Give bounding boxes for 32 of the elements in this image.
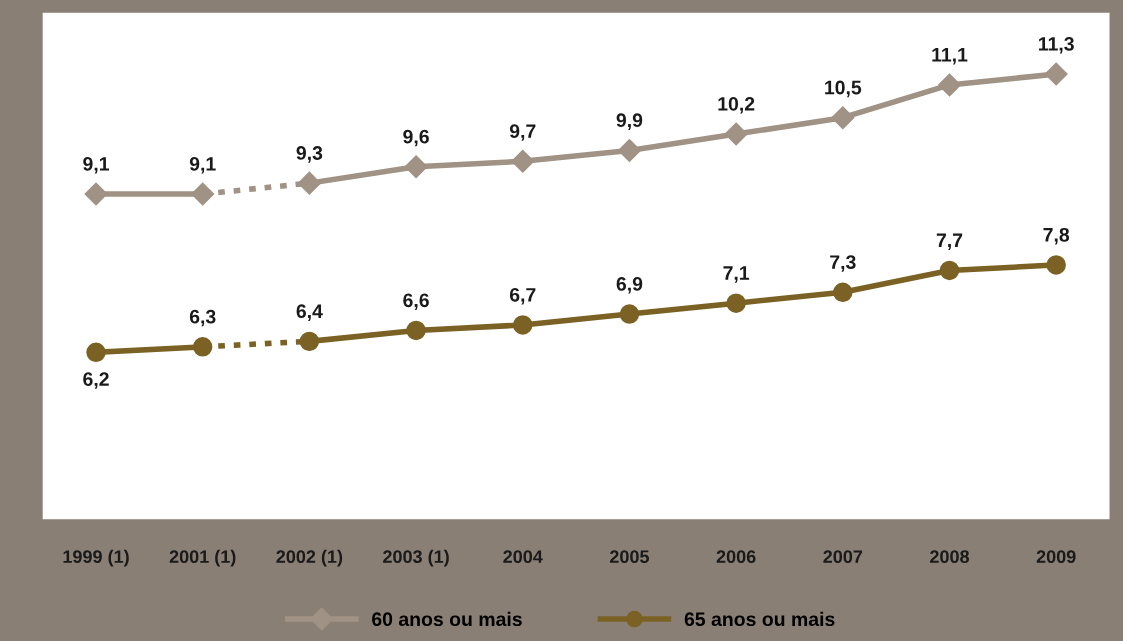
x-tick-label: 2008 bbox=[930, 550, 970, 564]
x-tick-label: 2003 (1) bbox=[383, 549, 449, 567]
data-label: 9,7 bbox=[509, 124, 536, 141]
x-tick-label: 2004 bbox=[503, 550, 543, 564]
data-label: 9,1 bbox=[189, 157, 216, 174]
data-label: 9,3 bbox=[296, 146, 323, 163]
data-label: 6,4 bbox=[296, 304, 323, 321]
data-label: 6,2 bbox=[83, 372, 109, 389]
data-label: 9,1 bbox=[83, 157, 109, 174]
data-label: 7,1 bbox=[723, 266, 750, 283]
data-label: 6,6 bbox=[403, 293, 429, 310]
data-label: 7,8 bbox=[1043, 227, 1070, 245]
legend-label: 60 anos ou mais bbox=[372, 611, 522, 627]
data-label: 10,2 bbox=[718, 96, 755, 114]
x-tick-label: 1999 (1) bbox=[63, 549, 129, 567]
data-label: 10,5 bbox=[825, 80, 862, 98]
x-tick-label: 2006 bbox=[716, 550, 756, 564]
data-label: 7,7 bbox=[936, 233, 963, 250]
x-tick-label: 2005 bbox=[609, 550, 650, 564]
data-label: 11,1 bbox=[932, 48, 968, 65]
x-tick-label: 2007 bbox=[823, 550, 863, 564]
x-tick-label: 2001 (1) bbox=[169, 549, 236, 567]
data-label: 6,3 bbox=[189, 309, 216, 327]
x-tick-label: 2002 (1) bbox=[276, 549, 343, 567]
data-label: 11,3 bbox=[1039, 36, 1074, 54]
data-label: 7,3 bbox=[830, 255, 856, 272]
data-label: 6,7 bbox=[509, 287, 536, 305]
x-tick-label: 2009 bbox=[1036, 550, 1076, 564]
data-label: 9,6 bbox=[403, 129, 429, 147]
data-label: 6,9 bbox=[616, 277, 643, 294]
legend-label: 65 anos ou mais bbox=[684, 611, 835, 627]
data-label: 9,9 bbox=[616, 113, 643, 130]
